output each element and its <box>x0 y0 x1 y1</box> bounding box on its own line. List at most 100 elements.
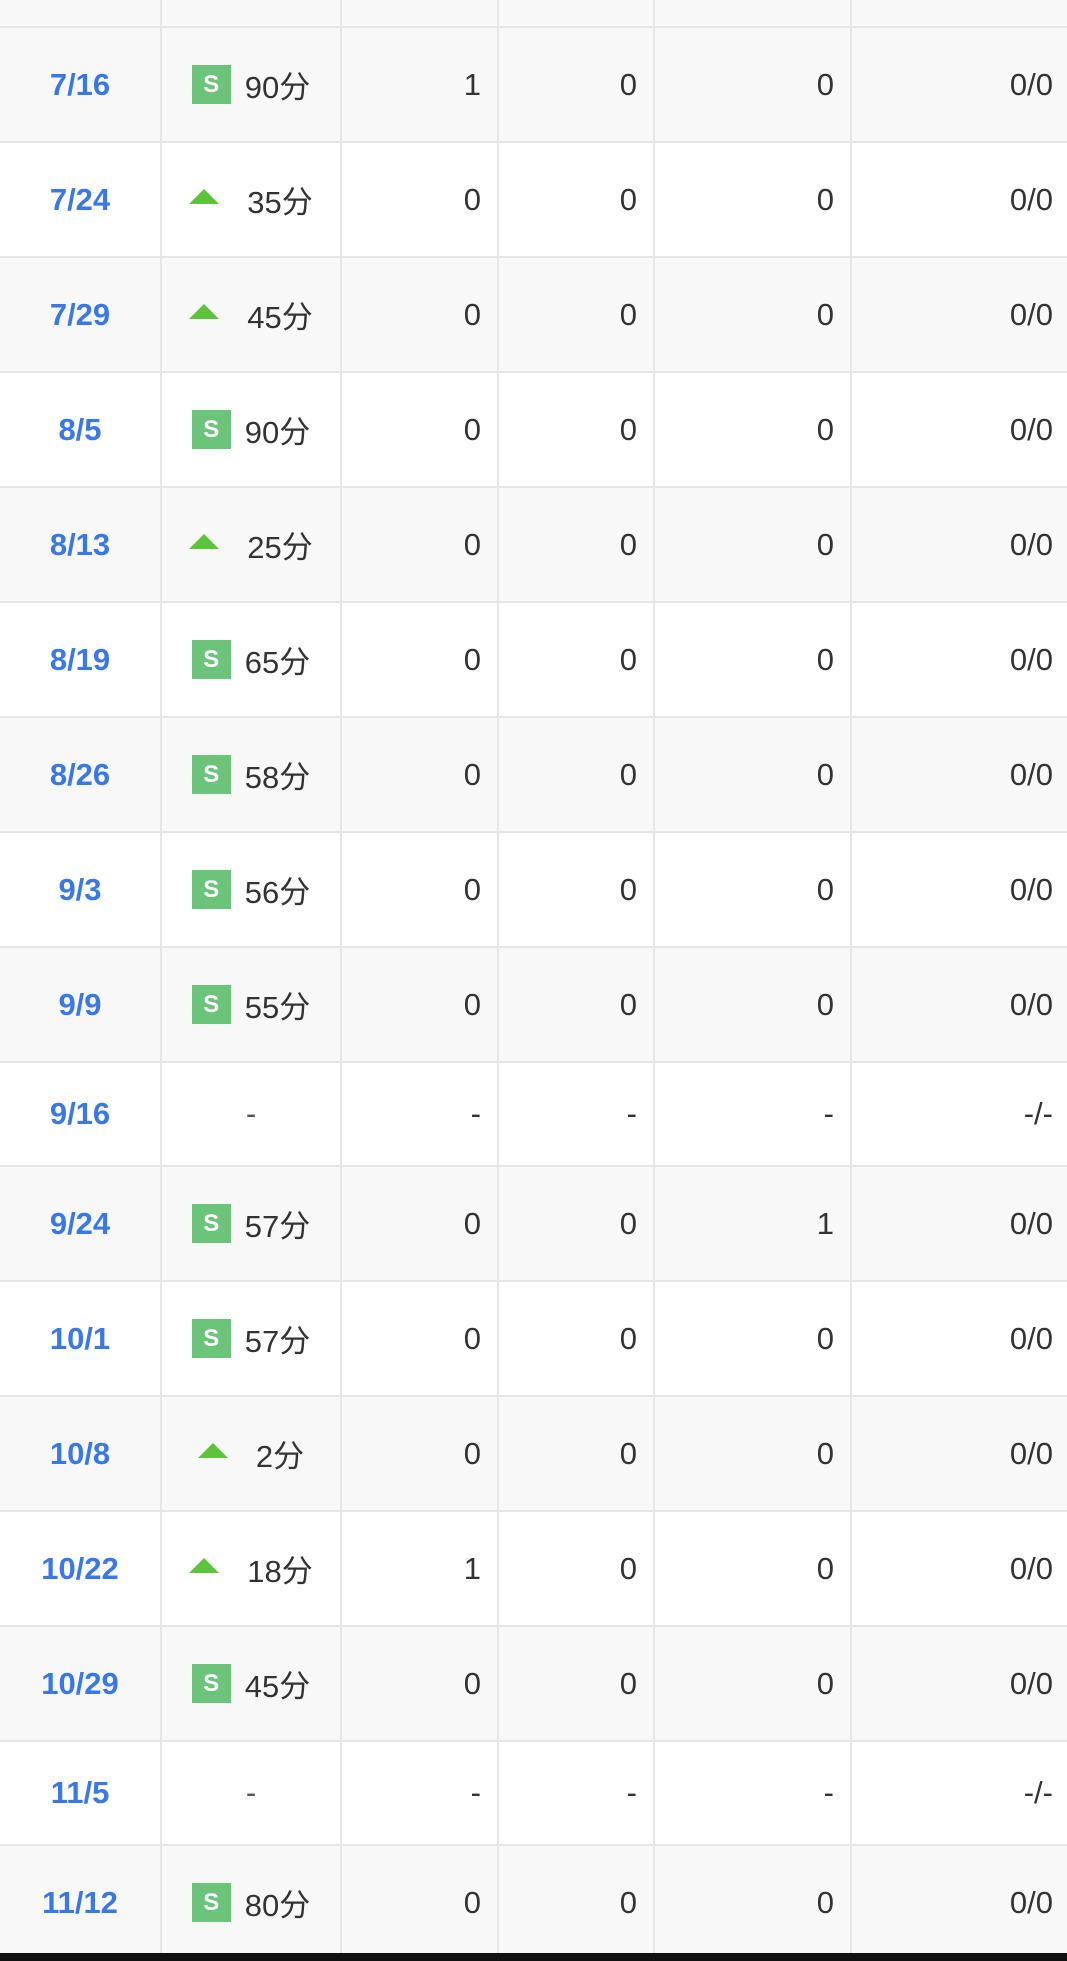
minutes-played: 90分 <box>244 415 311 450</box>
stat-cell-3: 1 <box>655 1167 852 1280</box>
match-date-link[interactable]: 7/29 <box>0 258 162 371</box>
stat-cell-2: 0 <box>499 833 655 946</box>
playing-time-cell: 25分 <box>162 488 342 601</box>
stat-cell-1: 0 <box>342 603 499 716</box>
match-date-link[interactable]: 10/1 <box>0 1282 162 1395</box>
match-date-link[interactable]: 9/24 <box>0 1167 162 1280</box>
stat-cell-3: 0 <box>655 1627 852 1740</box>
stat-cell-3: 0 <box>655 488 852 601</box>
stat-cell-4: 0/0 <box>1009 1665 1053 1701</box>
match-date-link[interactable]: 7/24 <box>0 143 162 256</box>
table-top-edge <box>0 0 1067 28</box>
starter-badge-icon: S <box>191 755 231 794</box>
match-date-link[interactable]: 10/29 <box>0 1627 162 1740</box>
stat-cell-1: 0 <box>342 1627 499 1740</box>
table-row: 7/24 35分 0 0 0 0/0 <box>0 143 1067 258</box>
stat-cell-3: 0 <box>655 1512 852 1625</box>
stat-cell-4: 0/0 <box>1009 181 1053 217</box>
substitute-in-icon <box>197 1443 228 1458</box>
stat-cell-4: 0/0 <box>1009 641 1053 677</box>
table-row: 11/5- - - - -/- <box>0 1742 1067 1846</box>
minutes-played: - <box>245 1775 257 1810</box>
stat-cell-4: -/- <box>1023 1096 1053 1131</box>
stat-cell-3: - <box>655 1063 852 1165</box>
stat-cell-3: 0 <box>655 1397 852 1510</box>
stat-cell-1: 0 <box>342 1282 499 1395</box>
stat-cell-2: 0 <box>499 603 655 716</box>
stat-cell-3: 0 <box>655 373 852 486</box>
stat-cell-3: 0 <box>655 833 852 946</box>
starter-badge-icon: S <box>191 1319 231 1358</box>
starter-badge-icon: S <box>191 870 231 909</box>
table-row: 7/16 S 90分 1 0 0 0/0 <box>0 28 1067 143</box>
stat-cell-3: 0 <box>655 718 852 831</box>
starter-badge-icon: S <box>191 1664 231 1703</box>
match-date-link[interactable]: 11/12 <box>0 1846 162 1959</box>
stat-cell-4: 0/0 <box>1009 1884 1053 1920</box>
minutes-played: 35分 <box>247 185 313 220</box>
substitute-in-icon <box>189 1558 220 1573</box>
substitute-in-icon <box>189 189 220 204</box>
minutes-played: 65分 <box>244 645 311 680</box>
playing-time-cell: S 80分 <box>162 1846 342 1959</box>
match-date-link[interactable]: 9/16 <box>0 1063 162 1165</box>
table-row: 10/29 S 45分 0 0 0 0/0 <box>0 1627 1067 1742</box>
playing-time-cell: S 57分 <box>162 1167 342 1280</box>
stat-cell-4: 0/0 <box>1009 1205 1053 1241</box>
stat-cell-4: 0/0 <box>1009 756 1053 792</box>
stat-cell-4: 0/0 <box>1009 1550 1053 1586</box>
stat-cell-2: 0 <box>499 1627 655 1740</box>
stat-cell-3: 0 <box>655 1846 852 1959</box>
stat-cell-2: 0 <box>499 1846 655 1959</box>
playing-time-cell: S 90分 <box>162 28 342 141</box>
minutes-played: 2分 <box>255 1439 305 1474</box>
match-date-link[interactable]: 7/16 <box>0 28 162 141</box>
stat-cell-1: - <box>342 1742 499 1844</box>
playing-time-cell: S 90分 <box>162 373 342 486</box>
stat-cell-2: 0 <box>499 488 655 601</box>
minutes-played: 57分 <box>244 1209 311 1244</box>
table-row: 9/3 S 56分 0 0 0 0/0 <box>0 833 1067 948</box>
stat-cell-1: 0 <box>342 143 499 256</box>
stat-cell-4: 0/0 <box>1009 871 1053 907</box>
stat-cell-4: 0/0 <box>1009 986 1053 1022</box>
stat-cell-3: - <box>655 1742 852 1844</box>
stat-cell-2: 0 <box>499 373 655 486</box>
stat-cell-2: 0 <box>499 1397 655 1510</box>
match-date-link[interactable]: 9/9 <box>0 948 162 1061</box>
playing-time-cell: 18分 <box>162 1512 342 1625</box>
stat-cell-1: 0 <box>342 1846 499 1959</box>
table-row: 9/16- - - - -/- <box>0 1063 1067 1167</box>
stat-cell-4: 0/0 <box>1009 1320 1053 1356</box>
stat-cell-1: 0 <box>342 1397 499 1510</box>
bottom-bar <box>0 1953 1067 1961</box>
match-date-link[interactable]: 11/5 <box>0 1742 162 1844</box>
minutes-played: 18分 <box>247 1554 313 1589</box>
minutes-played: - <box>245 1096 257 1131</box>
table-row: 11/12 S 80分 0 0 0 0/0 <box>0 1846 1067 1961</box>
match-date-link[interactable]: 10/8 <box>0 1397 162 1510</box>
playing-time-cell: S 58分 <box>162 718 342 831</box>
table-row: 8/19 S 65分 0 0 0 0/0 <box>0 603 1067 718</box>
playing-time-cell: S 57分 <box>162 1282 342 1395</box>
table-row: 8/26 S 58分 0 0 0 0/0 <box>0 718 1067 833</box>
playing-time-cell: - <box>162 1742 342 1844</box>
table-row: 10/1 S 57分 0 0 0 0/0 <box>0 1282 1067 1397</box>
stat-cell-3: 0 <box>655 258 852 371</box>
match-date-link[interactable]: 9/3 <box>0 833 162 946</box>
match-date-link[interactable]: 8/19 <box>0 603 162 716</box>
minutes-played: 57分 <box>244 1324 311 1359</box>
match-date-link[interactable]: 10/22 <box>0 1512 162 1625</box>
table-row: 10/8 2分 0 0 0 0/0 <box>0 1397 1067 1512</box>
stat-cell-1: 0 <box>342 373 499 486</box>
match-date-link[interactable]: 8/13 <box>0 488 162 601</box>
table-row: 10/22 18分 1 0 0 0/0 <box>0 1512 1067 1627</box>
table-row: 7/29 45分 0 0 0 0/0 <box>0 258 1067 373</box>
stat-cell-2: 0 <box>499 258 655 371</box>
stat-cell-4: 0/0 <box>1009 526 1053 562</box>
minutes-played: 45分 <box>244 1669 311 1704</box>
match-date-link[interactable]: 8/26 <box>0 718 162 831</box>
playing-time-cell: 35分 <box>162 143 342 256</box>
match-date-link[interactable]: 8/5 <box>0 373 162 486</box>
